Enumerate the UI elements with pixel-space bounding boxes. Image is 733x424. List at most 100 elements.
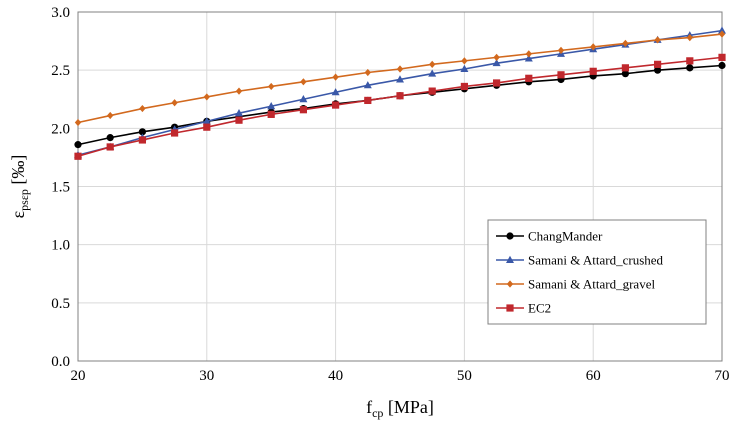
data-point — [363, 81, 372, 89]
data-point — [267, 110, 275, 118]
y-tick-label: 2.0 — [51, 121, 70, 137]
data-point — [332, 101, 340, 109]
data-point — [654, 36, 661, 44]
data-point — [74, 141, 82, 149]
data-point — [460, 82, 468, 91]
tick-labels: 20 30 40 50 60 70 0.0 0.5 1.0 1.5 2.0 2.5 3.0 — [51, 5, 729, 384]
legend-label: EC2 — [528, 301, 551, 316]
x-tick-label: 50 — [457, 368, 472, 384]
data-point — [654, 66, 662, 74]
legend-label: Samani & Attard_crushed — [528, 253, 664, 268]
data-point — [718, 26, 726, 34]
x-tick-label: 40 — [328, 368, 343, 384]
data-point — [106, 143, 114, 151]
x-axis-label-sub: cp — [372, 406, 383, 420]
data-point — [428, 87, 436, 95]
data-point — [364, 68, 371, 77]
data-point — [686, 33, 693, 42]
x-tick-label: 20 — [71, 368, 86, 384]
data-point — [300, 78, 307, 86]
legend-item: Samani & Attard_crushed — [496, 253, 664, 268]
data-point — [524, 54, 533, 62]
legend: ChangMander Samani & Attard_crushed Samani… — [487, 219, 707, 325]
y-tick-label: 2.5 — [51, 63, 70, 79]
data-point — [493, 79, 501, 87]
legend-label: ChangMander — [528, 229, 603, 244]
data-point — [171, 129, 179, 137]
x-axis-label-unit: [MPa] — [383, 397, 434, 417]
data-point — [268, 82, 275, 91]
data-point — [557, 46, 565, 54]
data-point — [686, 57, 694, 65]
data-point — [235, 109, 243, 117]
data-point — [429, 60, 436, 68]
data-point — [74, 152, 82, 160]
y-axis-label: εpsεp [‰] — [8, 155, 31, 219]
data-point — [299, 106, 307, 114]
y-tick-label: 0.0 — [51, 354, 70, 370]
data-point — [202, 117, 211, 125]
legend-label: Samani & Attard_gravel — [528, 277, 655, 292]
data-point — [138, 128, 146, 136]
data-point — [138, 136, 146, 144]
data-point — [686, 64, 694, 72]
legend-item: Samani & Attard_gravel — [496, 277, 655, 292]
series-4 — [74, 53, 726, 160]
y-axis-label-main: ε — [8, 210, 28, 218]
data-point — [331, 88, 340, 96]
data-point — [107, 111, 114, 120]
data-point — [364, 96, 372, 105]
x-axis-label-main: f — [366, 397, 372, 417]
data-point — [622, 39, 629, 48]
data-point — [428, 69, 437, 77]
data-point — [460, 64, 469, 73]
x-tick-label: 60 — [586, 368, 601, 384]
data-point — [590, 43, 597, 51]
data-point — [203, 123, 211, 131]
data-point — [171, 99, 178, 107]
legend-swatch-marker — [506, 304, 514, 312]
plot-frame — [77, 11, 723, 362]
data-point — [74, 118, 82, 127]
data-point — [332, 73, 339, 81]
series-3 — [74, 30, 726, 127]
x-tick-label: 70 — [715, 368, 730, 384]
data-point — [203, 93, 210, 101]
data-point — [589, 67, 597, 75]
legend-swatch-marker — [506, 280, 514, 288]
legend-box — [487, 219, 707, 325]
data-point — [525, 74, 533, 82]
data-point — [461, 57, 468, 65]
y-tick-label: 0.5 — [51, 296, 70, 312]
y-tick-label: 3.0 — [51, 5, 70, 21]
legend-swatch-marker — [506, 255, 514, 263]
y-tick-label: 1.0 — [51, 238, 70, 254]
data-point — [299, 95, 308, 103]
legend-item: ChangMander — [496, 229, 603, 244]
y-axis-label-sub: psεp — [17, 189, 31, 211]
legend-swatch-marker — [506, 232, 514, 240]
data-point — [525, 50, 532, 58]
data-point — [654, 60, 662, 68]
data-point — [718, 30, 726, 38]
data-point — [718, 61, 726, 70]
data-point — [235, 87, 243, 95]
data-point — [621, 70, 630, 78]
x-axis-label: fcp [MPa] — [366, 397, 434, 420]
data-point — [267, 102, 276, 110]
data-point — [396, 75, 404, 83]
data-point — [106, 134, 114, 142]
data-point — [235, 116, 243, 124]
data-point — [396, 65, 404, 73]
data-point — [621, 64, 629, 72]
data-point — [718, 53, 726, 61]
data-point — [139, 104, 146, 113]
data-point — [492, 58, 501, 67]
data-point — [493, 53, 500, 61]
legend-item: EC2 — [496, 301, 551, 316]
y-tick-label: 1.5 — [51, 180, 70, 196]
data-point — [396, 92, 404, 100]
series-layer — [74, 26, 726, 160]
y-axis-label-unit: [‰] — [8, 155, 28, 190]
